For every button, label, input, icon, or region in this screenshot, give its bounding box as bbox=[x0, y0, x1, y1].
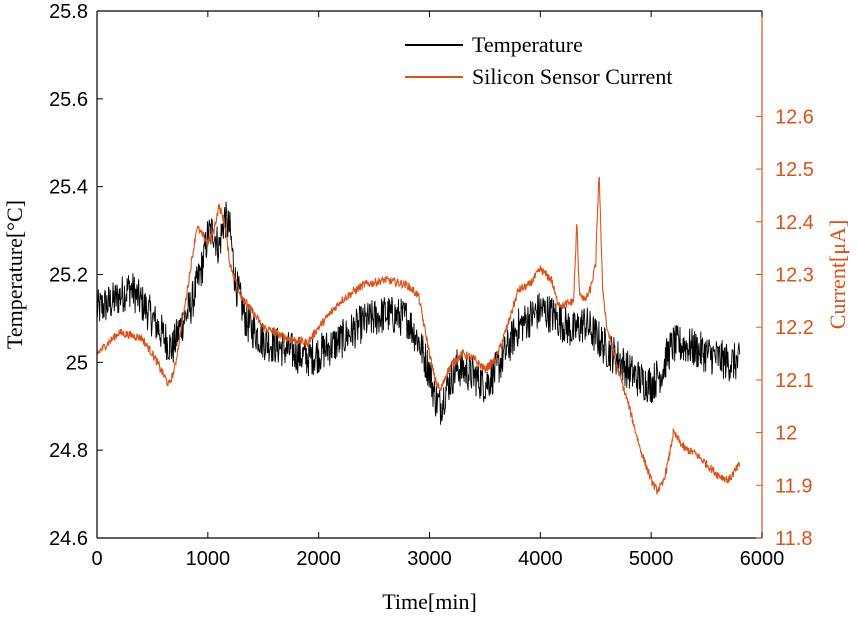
y-left-axis-label: Temperature[°C] bbox=[2, 200, 27, 349]
y-right-tick-label: 11.8 bbox=[775, 528, 812, 550]
x-tick-label: 4000 bbox=[518, 548, 563, 570]
y-right-tick-label: 12.3 bbox=[775, 265, 814, 287]
y-right-tick-label: 12.5 bbox=[775, 159, 814, 181]
x-tick-label: 6000 bbox=[740, 548, 785, 570]
y-left-tick-label: 25 bbox=[66, 352, 88, 374]
x-tick-label: 1000 bbox=[186, 548, 231, 570]
y-left-tick-label: 25.8 bbox=[49, 1, 88, 23]
y-right-tick-label: 12.6 bbox=[775, 106, 814, 128]
y-right-tick-label: 12 bbox=[775, 423, 797, 445]
y-left-tick-label: 25.2 bbox=[49, 265, 88, 287]
axes-layer: 0 1000 2000 3000 4000 5000 6000 24.6 24.8 25 25.2 2… bbox=[49, 1, 814, 570]
y-left-tick-label: 25.4 bbox=[49, 177, 88, 199]
series-layer bbox=[97, 176, 741, 495]
legend-label: Silicon Sensor Current bbox=[472, 64, 672, 89]
temperature-series-line bbox=[97, 201, 741, 425]
legend-box bbox=[395, 28, 745, 94]
x-tick-label: 5000 bbox=[629, 548, 674, 570]
y-right-tick-label: 11.9 bbox=[775, 475, 812, 497]
y-left-tick-label: 24.8 bbox=[49, 440, 88, 462]
x-tick-label: 0 bbox=[91, 548, 102, 570]
y-right-tick-label: 12.2 bbox=[775, 317, 814, 339]
x-tick-label: 3000 bbox=[407, 548, 452, 570]
y-right-axis-label: Current[μA] bbox=[825, 220, 850, 330]
y-right-tick-label: 12.4 bbox=[775, 212, 814, 234]
legend: Temperature Silicon Sensor Current bbox=[395, 28, 745, 94]
y-left-tick-label: 24.6 bbox=[49, 528, 88, 550]
x-axis-label: Time[min] bbox=[382, 589, 477, 614]
y-left-tick-label: 25.6 bbox=[49, 89, 88, 111]
y-right-tick-label: 12.1 bbox=[775, 370, 814, 392]
current-series-line bbox=[97, 176, 741, 495]
axis-labels: Time[min] Temperature[°C] Current[μA] bbox=[2, 200, 850, 614]
x-tick-label: 2000 bbox=[296, 548, 341, 570]
legend-label: Temperature bbox=[472, 32, 583, 57]
